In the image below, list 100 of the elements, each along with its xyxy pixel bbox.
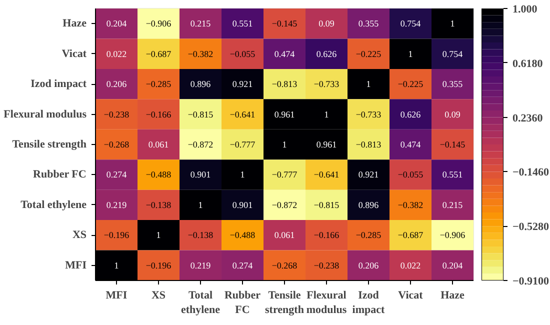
data-label: −0.138 [188,230,214,240]
data-label: −0.687 [146,48,172,59]
data-label: 0.206 [106,79,128,90]
data-label: −0.488 [230,230,256,240]
data-label: 1 [114,260,119,270]
data-label: −0.488 [146,170,172,180]
data-label: 0.754 [400,18,422,29]
data-label: 1 [156,230,161,240]
x-tick-label: Vicat [398,290,424,302]
y-tick-label: Izod impact [30,78,87,90]
data-label: 0.022 [106,48,127,59]
data-label: −0.166 [314,230,340,240]
y-tick-label: Flexural modulus [4,108,88,120]
data-label: −0.145 [272,18,298,29]
data-label: −0.166 [146,109,172,120]
data-label: 0.921 [232,79,253,90]
data-label: −0.906 [440,230,466,240]
data-label: 0.061 [148,140,169,150]
data-label: 0.204 [106,18,128,29]
data-label: 0.901 [232,200,253,210]
y-tick-label: MFI [65,259,87,272]
data-label: 0.061 [274,230,295,240]
data-label: 0.961 [316,140,337,150]
color-bar-label: −0.5280 [512,221,550,234]
data-label: −0.733 [314,79,340,90]
data-label: 1 [366,79,371,90]
data-label: 0.274 [106,170,128,180]
data-label: 1 [324,109,329,120]
data-label: −0.196 [146,260,172,270]
data-label: 0.551 [442,170,463,180]
data-label: 0.355 [442,79,464,90]
data-label: 0.921 [358,170,379,180]
data-label: −0.733 [356,109,382,120]
color-bar-label: 0.2360 [512,112,544,124]
data-label: −0.055 [398,170,424,180]
data-label: 0.219 [106,200,128,210]
data-label: 1 [198,200,203,210]
data-label: 0.961 [274,109,295,120]
data-label: 0.215 [442,200,464,210]
data-label: −0.872 [272,200,298,210]
data-label: −0.196 [104,230,130,240]
data-label: −0.285 [146,79,172,90]
data-label: 0.274 [232,260,254,270]
x-tick-label: XS [151,290,166,302]
color-bar-label: −0.1460 [512,166,550,179]
data-label: −0.813 [272,79,298,90]
x-tick-label: Haze [440,290,465,302]
data-label: −0.687 [398,230,424,240]
data-label: −0.815 [188,109,214,120]
data-label: −0.382 [398,200,424,210]
y-tick-label: Tensile strength [12,138,87,150]
x-tick-label: MFI [106,290,128,302]
y-tick-label: Rubber FC [33,168,86,181]
data-label: 1 [240,170,245,180]
y-tick-label: Haze [62,18,87,30]
data-label: 0.022 [400,260,421,270]
data-label: 0.901 [190,170,211,180]
data-label: −0.813 [356,140,382,150]
y-tick-label: XS [72,229,86,242]
data-label: 0.09 [318,18,335,29]
data-label: −0.238 [104,109,130,120]
y-tick-label: Total ethylene [20,198,87,211]
data-label: 0.355 [358,18,380,29]
data-label: −0.268 [104,140,130,150]
data-label: −0.815 [314,200,340,210]
data-label: 0.626 [400,109,422,120]
data-label: −0.285 [356,230,382,240]
data-label: 0.626 [316,48,338,59]
x-tick-label: Izod impact [352,290,386,316]
data-label: 0.754 [442,48,464,59]
data-label: 1 [282,140,287,150]
data-label: −0.382 [188,48,214,59]
data-label: −0.145 [440,140,466,150]
data-label: −0.777 [230,140,256,150]
data-label: 0.219 [190,260,212,270]
data-label: 0.896 [190,79,212,90]
data-label: −0.872 [188,140,214,150]
data-label: 0.215 [190,18,212,29]
data-label: −0.138 [146,200,172,210]
data-label: 0.896 [358,200,380,210]
color-bar-label: 1.000 [512,4,538,16]
data-label: −0.225 [398,79,424,90]
data-label: −0.906 [146,18,172,29]
x-tick-label: Flexural modulus [306,290,348,316]
data-label: −0.238 [314,260,340,270]
data-label: 1 [450,18,455,29]
data-label: 0.206 [358,260,380,270]
data-label: −0.055 [230,48,256,59]
data-label: −0.641 [230,109,256,120]
data-label: 1 [408,48,413,59]
data-label: 0.09 [444,109,461,120]
x-tick-label: Total ethylene [180,290,220,316]
data-label: −0.225 [356,48,382,59]
data-label: 0.551 [232,18,253,29]
data-label: −0.268 [272,260,298,270]
y-tick-label: Vicat [62,48,87,60]
x-tick-label: Rubber FC [224,290,261,316]
data-label: 0.474 [274,48,296,59]
data-label: −0.641 [314,170,340,180]
data-label: −0.777 [272,170,298,180]
